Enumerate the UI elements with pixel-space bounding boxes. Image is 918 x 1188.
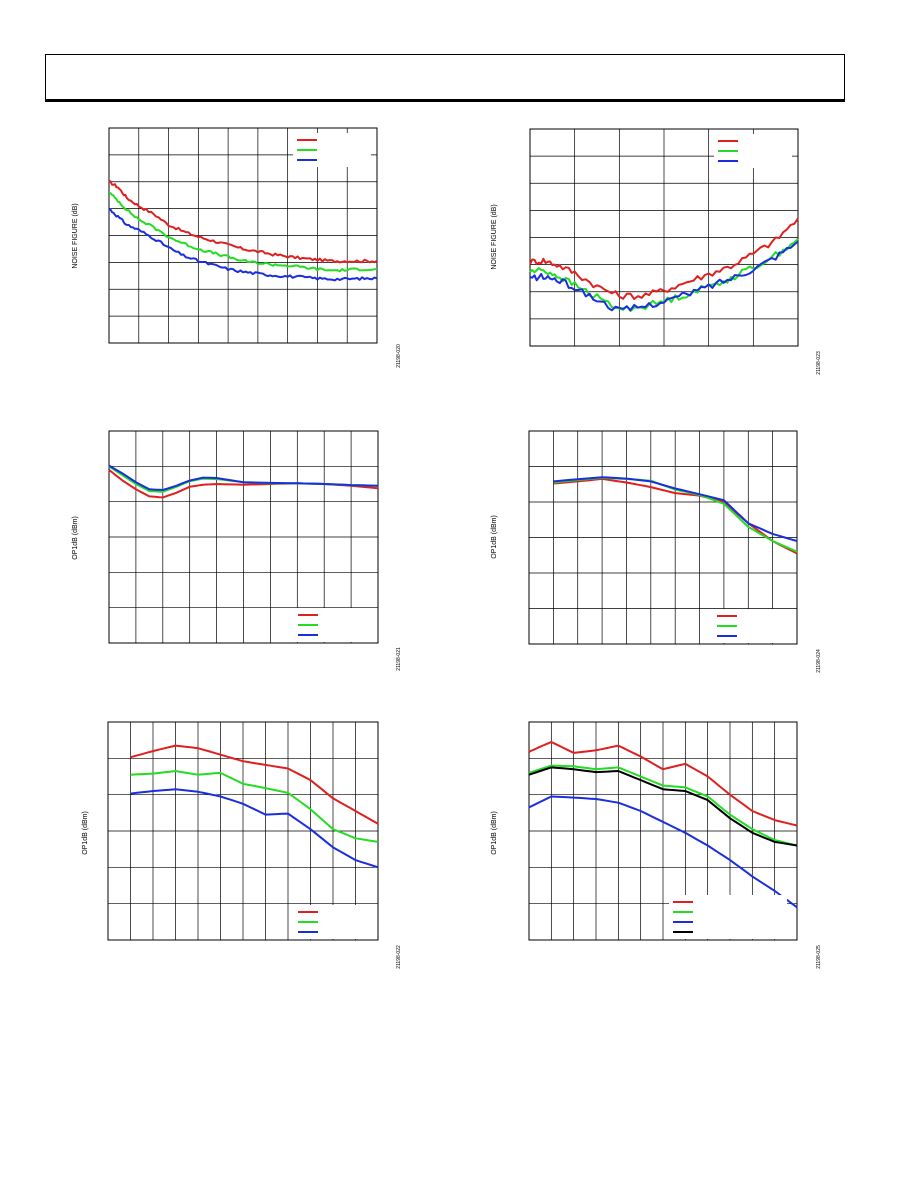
figure-id: 21198-020: [396, 344, 400, 368]
chart-op1db-left-2: OP1dB (dBm) 21198-022: [60, 715, 402, 977]
series-line-red: [553, 477, 798, 555]
figure-id: 21198-021: [396, 647, 400, 671]
series-lines: [130, 744, 379, 869]
y-axis-label: NOISE FIGURE (dB): [72, 203, 79, 268]
figure-id: 21198-023: [816, 351, 820, 375]
series-line-blue: [553, 476, 798, 542]
y-axis-label: OP1dB (dBm): [82, 811, 89, 855]
figure-id: 21198-024: [816, 649, 820, 673]
y-axis-label: OP1dB (dBm): [491, 811, 498, 855]
figure-id: 21198-022: [396, 945, 400, 969]
chart-op1db-left-1: OP1dB (dBm) 21198-021: [60, 420, 402, 682]
plot-frame: [528, 430, 798, 645]
y-axis-label: OP1dB (dBm): [72, 516, 79, 560]
series-lines: [108, 464, 379, 499]
series-lines: [553, 476, 798, 555]
chart-svg: NOISE FIGURE (dB) 21198-020: [72, 127, 402, 368]
series-line-green: [529, 238, 799, 312]
series-line-blue: [130, 788, 379, 869]
page-header-box: [45, 54, 845, 102]
legend: [713, 609, 791, 643]
legend: [294, 905, 372, 939]
series-line-blue: [528, 795, 798, 909]
grid: [108, 430, 379, 644]
plot-frame: [529, 128, 799, 347]
chart-op1db-right-2: OP1dB (dBm) 21198-025: [480, 715, 822, 977]
series-lines: [529, 217, 799, 312]
chart-noise-figure-right: NOISE FIGURE (dB) 21198-023: [480, 120, 822, 382]
series-lines: [108, 179, 378, 282]
series-line-red: [130, 744, 379, 825]
series-line-blue: [108, 207, 378, 282]
figure-id: 21198-025: [816, 945, 820, 969]
chart-svg: OP1dB (dBm) 21198-021: [72, 430, 402, 671]
plot-frame: [108, 127, 378, 344]
series-line-blue: [529, 240, 799, 312]
chart-svg: OP1dB (dBm) 21198-024: [491, 430, 822, 673]
y-axis-label: NOISE FIGURE (dB): [491, 204, 498, 269]
chart-op1db-right-1: OP1dB (dBm) 21198-024: [480, 420, 822, 682]
chart-noise-figure-left: NOISE FIGURE (dB) 21198-020: [60, 120, 402, 380]
plot-frame: [528, 721, 798, 941]
grid: [107, 721, 379, 941]
series-line-red: [529, 217, 799, 300]
legend: [714, 134, 792, 168]
series-line-blue: [108, 464, 379, 491]
series-line-red: [108, 179, 378, 264]
grid: [528, 430, 798, 645]
series-line-black: [528, 766, 798, 847]
grid: [108, 127, 378, 344]
chart-svg: NOISE FIGURE (dB) 21198-023: [491, 128, 822, 375]
legend: [669, 895, 787, 939]
plot-frame: [108, 430, 379, 644]
legend: [293, 133, 371, 167]
chart-svg: OP1dB (dBm) 21198-022: [82, 721, 402, 969]
series-line-red: [528, 741, 798, 827]
y-axis-label: OP1dB (dBm): [491, 515, 498, 559]
plot-frame: [107, 721, 379, 941]
series-lines: [528, 741, 798, 909]
series-line-green: [108, 192, 378, 273]
series-line-green: [528, 764, 798, 847]
legend: [294, 608, 372, 642]
chart-svg: OP1dB (dBm) 21198-025: [491, 721, 822, 969]
series-line-green: [130, 770, 379, 843]
